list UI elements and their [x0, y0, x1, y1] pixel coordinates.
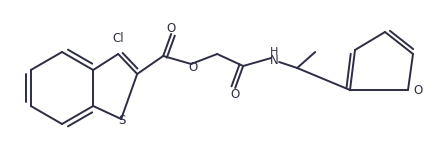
Text: O: O [230, 88, 240, 100]
Text: H: H [270, 47, 278, 57]
Text: S: S [118, 113, 126, 127]
Text: O: O [167, 21, 176, 35]
Text: O: O [188, 60, 198, 73]
Text: N: N [270, 53, 279, 67]
Text: O: O [413, 84, 423, 96]
Text: Cl: Cl [112, 32, 124, 44]
